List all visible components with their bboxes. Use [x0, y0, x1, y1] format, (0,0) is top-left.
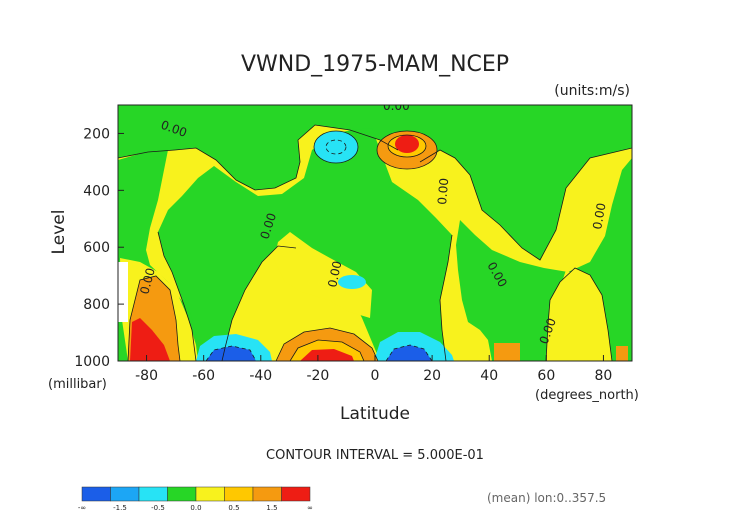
contour-label: 0.00	[435, 177, 451, 205]
green-north-region	[456, 158, 632, 361]
x-tick-label: 20	[423, 368, 441, 384]
colorbar-label: 0.0	[190, 504, 201, 512]
colorbar-swatch	[195, 486, 225, 502]
y-axis-title: Level	[49, 210, 69, 255]
units-label: (units:m/s)	[554, 83, 630, 99]
x-tick-label: -60	[192, 368, 215, 384]
red-lower-mid	[300, 349, 354, 361]
y-tick-label: 200	[83, 126, 110, 142]
contour-interval-text: CONTOUR INTERVAL = 5.000E-01	[266, 448, 484, 463]
red-upper	[395, 135, 419, 153]
blue-lower-north	[386, 345, 432, 361]
y-tick-label: 400	[83, 183, 110, 199]
colorbar-label: -0.5	[151, 504, 165, 512]
mean-note: (mean) lon:0..357.5	[487, 491, 606, 505]
colorbar: -∞ -1.5 -0.5 0.0 0.5 1.5 ∞	[78, 486, 313, 512]
cyan-mid	[338, 275, 366, 289]
x-tick-label: 80	[595, 368, 613, 384]
x-axis: -80 -60 -40 -20 0 20 40 60 80	[135, 355, 612, 384]
contour-lines	[118, 124, 632, 361]
contour-label: 0.00	[325, 260, 344, 289]
contour-label: 0.00	[590, 202, 608, 231]
colorbar-label: -1.5	[113, 504, 127, 512]
orange-north-patch-b	[616, 346, 628, 361]
missing-data-corner	[118, 262, 128, 322]
chart-title: VWND_1975-MAM_NCEP	[241, 52, 509, 77]
cyan-upper	[314, 131, 358, 163]
y-tick-label: 600	[83, 240, 110, 256]
x-tick-label: -80	[135, 368, 158, 384]
colorbar-swatch	[138, 486, 168, 502]
x-tick-label: -40	[249, 368, 272, 384]
colorbar-label: 0.5	[228, 504, 239, 512]
orange-north-patch-a	[494, 343, 520, 361]
contour-field: 0.00 0.00 0.00 0.00 0.00 0.00 0.00 0.00 …	[118, 99, 632, 361]
colorbar-swatch	[167, 486, 197, 502]
y-tick-label: 1000	[74, 354, 110, 370]
colorbar-swatch	[110, 486, 140, 502]
yellow-pocket-north	[552, 270, 604, 361]
colorbar-swatch	[281, 486, 311, 502]
x-tick-label: 0	[371, 368, 380, 384]
x-axis-unit: (degrees_north)	[535, 388, 639, 403]
colorbar-label: 1.5	[266, 504, 277, 512]
x-axis-title: Latitude	[340, 404, 410, 424]
y-axis-unit: (millibar)	[48, 377, 107, 392]
x-tick-label: -20	[306, 368, 329, 384]
yellow-pocket-mid	[274, 232, 372, 318]
y-axis: 200 400 600 800 1000	[74, 126, 124, 370]
blue-lower-south	[206, 346, 256, 361]
green-top-band	[118, 105, 632, 260]
colorbar-label: ∞	[307, 504, 313, 512]
x-tick-label: 60	[537, 368, 555, 384]
dashed-contours	[205, 139, 433, 361]
contour-label: 0.00	[383, 99, 410, 113]
colorbar-swatch	[224, 486, 254, 502]
colorbar-swatch	[81, 486, 111, 502]
y-tick-label: 800	[83, 297, 110, 313]
colorbar-label: -∞	[78, 504, 86, 512]
red-polar	[130, 318, 170, 361]
x-tick-label: 40	[480, 368, 498, 384]
contour-label: 0.00	[137, 266, 157, 295]
colorbar-swatch	[252, 486, 282, 502]
